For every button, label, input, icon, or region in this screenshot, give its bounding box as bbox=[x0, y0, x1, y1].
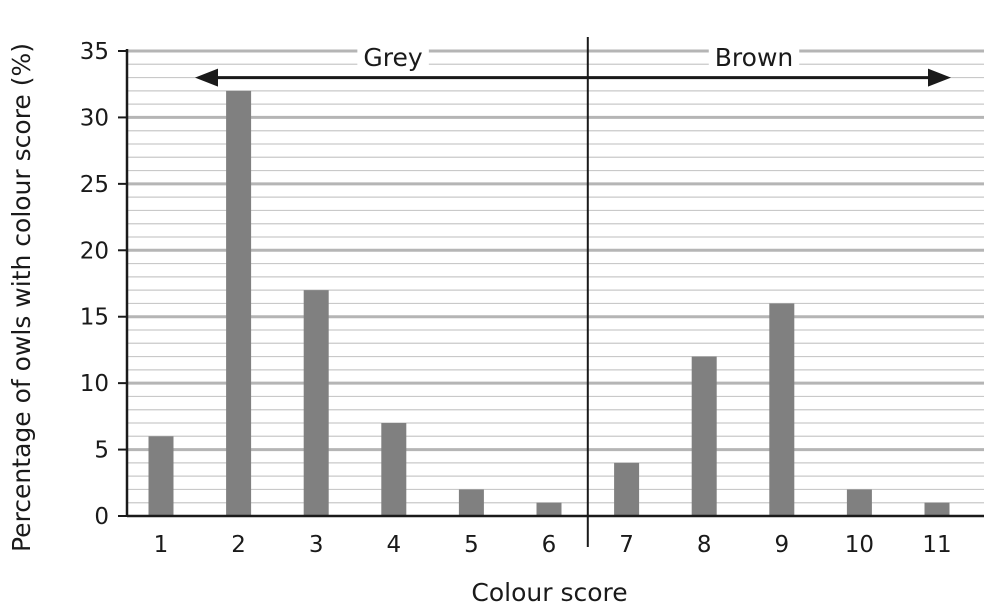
bar-colour-score-11 bbox=[924, 502, 950, 516]
bar-colour-score-1 bbox=[148, 436, 174, 516]
x-tick-label: 1 bbox=[154, 532, 169, 558]
bar-colour-score-5 bbox=[458, 489, 484, 516]
x-tick-label: 11 bbox=[922, 532, 951, 558]
bar-colour-score-4 bbox=[381, 423, 407, 516]
y-axis-title: Percentage of owls with colour score (%) bbox=[7, 43, 36, 552]
x-tick-label: 7 bbox=[619, 532, 634, 558]
x-axis-title: Colour score bbox=[471, 578, 627, 607]
bar-colour-score-2 bbox=[226, 90, 252, 516]
x-tick-label: 6 bbox=[542, 532, 557, 558]
y-tick-label: 20 bbox=[80, 238, 109, 264]
bar-colour-score-9 bbox=[769, 303, 795, 516]
y-tick-label: 30 bbox=[80, 105, 109, 131]
brown-label: Brown bbox=[715, 43, 793, 72]
x-tick-label: 5 bbox=[464, 532, 479, 558]
gridlines bbox=[127, 49, 984, 504]
arrowhead-left-icon bbox=[195, 68, 218, 87]
bar-colour-score-6 bbox=[536, 502, 562, 516]
bar-colour-score-3 bbox=[303, 290, 329, 516]
x-tick-label: 8 bbox=[697, 532, 712, 558]
x-tick-label: 4 bbox=[386, 532, 401, 558]
ticks: 0 5 10 15 20 25 30 35 1 2 3 4 5 6 7 8 9 10 11 bbox=[80, 39, 952, 558]
axes bbox=[125, 37, 984, 547]
x-tick-label: 10 bbox=[845, 532, 874, 558]
y-tick-label: 0 bbox=[94, 504, 109, 530]
x-tick-label: 2 bbox=[231, 532, 246, 558]
bar-colour-score-7 bbox=[614, 462, 640, 516]
y-tick-label: 25 bbox=[80, 172, 109, 198]
x-tick-label: 3 bbox=[309, 532, 324, 558]
annotations: Grey Brown bbox=[195, 41, 951, 87]
x-tick-label: 9 bbox=[774, 532, 789, 558]
bars bbox=[148, 90, 950, 516]
y-tick-label: 10 bbox=[80, 371, 109, 397]
y-tick-label: 15 bbox=[80, 305, 109, 331]
bar-colour-score-10 bbox=[846, 489, 872, 516]
grey-label-background bbox=[357, 41, 429, 72]
brown-label-background bbox=[708, 41, 800, 72]
bar-colour-score-8 bbox=[691, 356, 717, 516]
y-tick-label: 35 bbox=[80, 39, 109, 65]
y-tick-label: 5 bbox=[94, 438, 109, 464]
grey-label: Grey bbox=[363, 43, 422, 72]
arrowhead-right-icon bbox=[928, 68, 951, 87]
